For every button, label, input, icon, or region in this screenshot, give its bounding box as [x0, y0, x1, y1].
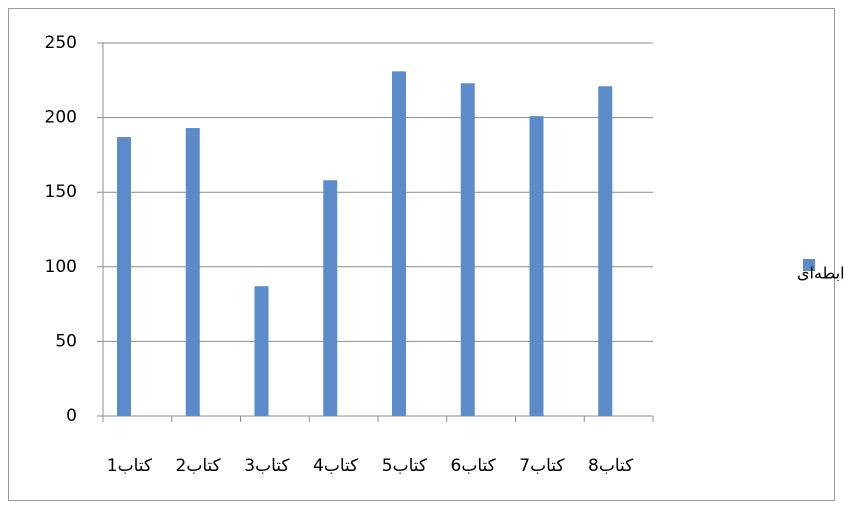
x-tick-label: کتاب2 — [176, 456, 222, 476]
bar — [323, 180, 338, 416]
x-tick-label: کتاب4 — [313, 456, 359, 476]
x-tick-label: کتاب8 — [588, 456, 634, 476]
y-tick-label: 0 — [66, 406, 77, 426]
bar — [460, 83, 475, 416]
y-tick-label: 150 — [45, 182, 77, 202]
bar — [529, 116, 544, 416]
bar — [598, 86, 613, 416]
y-tick-label: 100 — [45, 257, 77, 277]
bar — [392, 71, 406, 417]
bar — [117, 136, 131, 416]
chart-frame — [8, 8, 835, 501]
x-tick-label: کتاب1 — [107, 456, 153, 476]
legend-swatch — [803, 259, 815, 271]
bar — [254, 286, 269, 416]
y-tick-label: 50 — [55, 331, 77, 351]
legend-label: فرایند رابطه‌ای — [797, 264, 844, 284]
bar — [185, 128, 200, 416]
y-tick-label: 200 — [45, 108, 77, 128]
y-tick-label: 250 — [45, 33, 77, 53]
x-tick-label: کتاب7 — [519, 456, 565, 476]
x-tick-label: کتاب5 — [382, 456, 428, 476]
x-tick-label: کتاب6 — [451, 456, 497, 476]
x-tick-label: کتاب3 — [244, 456, 290, 476]
